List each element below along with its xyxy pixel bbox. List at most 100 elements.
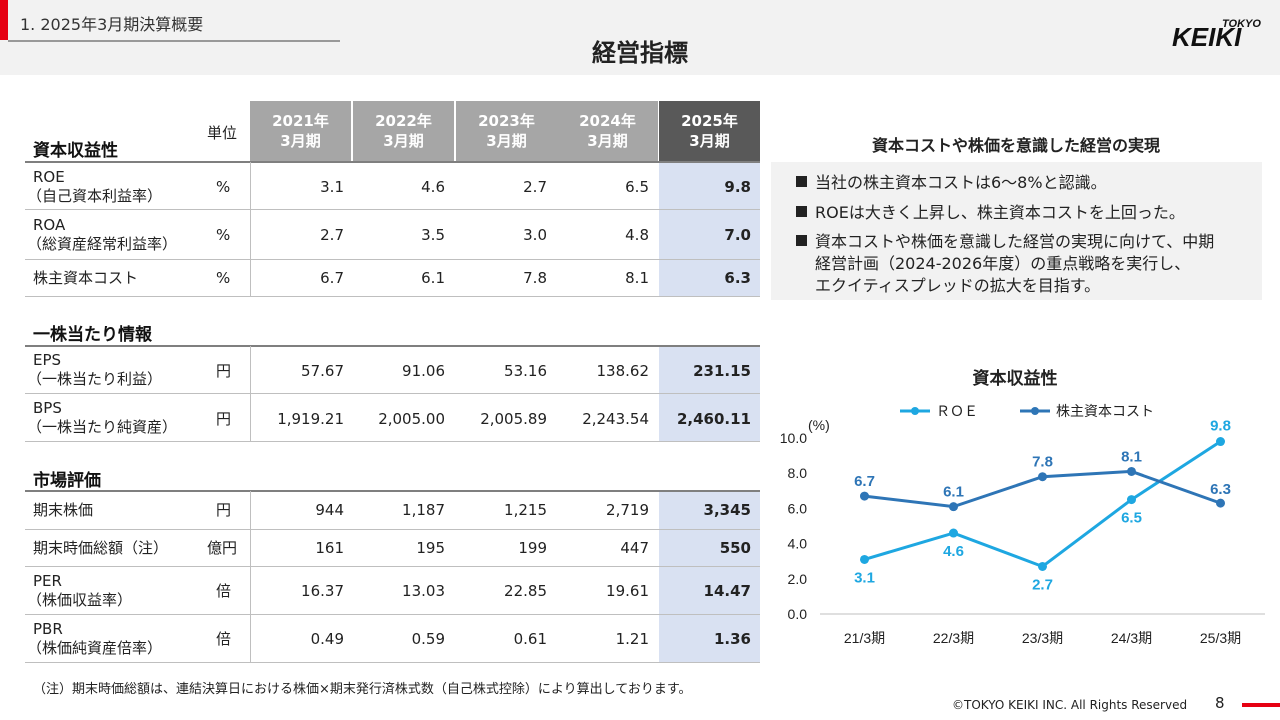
- value-2022: 91.06: [402, 362, 445, 380]
- value-2024: 4.8: [625, 226, 649, 244]
- value-2023: 3.0: [523, 226, 547, 244]
- value-2024: 1.21: [615, 630, 649, 648]
- row-sublabel: （一株当たり純資産）: [27, 418, 178, 436]
- value-2021: 161: [315, 539, 344, 557]
- data-label: 3.1: [854, 569, 875, 586]
- value-2024: 6.5: [625, 178, 649, 196]
- highlight-column-bottom: [659, 491, 760, 663]
- row-unit: %: [216, 269, 231, 287]
- value-2024: 138.62: [596, 362, 650, 380]
- x-tick-label: 25/3期: [1200, 630, 1241, 646]
- row-sublabel: （総資産経常利益率）: [27, 235, 178, 253]
- value-2025: 9.8: [724, 178, 751, 196]
- data-label: 7.8: [1032, 454, 1053, 471]
- page-number: 8: [1215, 694, 1225, 712]
- row-label: 期末時価総額（注）: [33, 539, 169, 557]
- row-sublabel: （株価純資産倍率）: [27, 639, 163, 657]
- bullet-text: ROEは大きく上昇し、株主資本コストを上回った。: [815, 203, 1185, 222]
- value-2023: 0.61: [513, 630, 547, 648]
- row-divider: [25, 161, 760, 163]
- data-label: 4.6: [943, 543, 964, 560]
- group-title-market-valuation: 市場評価: [33, 471, 101, 491]
- value-2022: 13.03: [402, 582, 445, 600]
- value-2023: 2.7: [523, 178, 547, 196]
- y-tick-label: 0.0: [788, 606, 808, 622]
- row-unit: %: [216, 178, 231, 196]
- data-point: [949, 528, 958, 538]
- section-title: 1. 2025年3月期決算概要: [20, 15, 204, 34]
- data-point: [949, 502, 958, 512]
- chart-title: 資本収益性: [972, 369, 1058, 389]
- row-divider: [25, 529, 760, 530]
- row-divider: [25, 441, 760, 442]
- value-2023: 53.16: [504, 362, 547, 380]
- value-2022: 1,187: [402, 501, 445, 519]
- value-2024: 19.61: [606, 582, 649, 600]
- column-divider: [250, 491, 251, 663]
- value-2025: 14.47: [703, 582, 751, 600]
- group-title-capital-efficiency: 資本収益性: [33, 141, 118, 161]
- value-2021: 0.49: [310, 630, 344, 648]
- x-tick-label: 23/3期: [1022, 630, 1063, 646]
- value-2022: 6.1: [421, 269, 445, 287]
- policy-bullet: 資本コストや株価を意識した経営の実現に向けて、中期: [796, 231, 1214, 252]
- row-divider: [25, 662, 760, 663]
- bullet-text: 経営計画（2024-2026年度）の重点戦略を実行し、: [815, 254, 1191, 273]
- value-2022: 2,005.00: [378, 410, 445, 428]
- period-label: 3月期: [486, 132, 527, 150]
- capital-efficiency-chart: 0.0 2.0 4.0 6.0 8.0 10.0(%) 21/3期 22/3期 23/3期 24/…: [780, 403, 1265, 646]
- row-divider: [25, 296, 760, 297]
- y-tick-label: 2.0: [788, 571, 808, 587]
- data-label: 8.1: [1121, 448, 1142, 465]
- row-divider: [25, 490, 760, 492]
- bullet-square-icon: [796, 176, 807, 187]
- value-2022: 195: [416, 539, 445, 557]
- logo-main-text: KEIKI: [1172, 22, 1242, 48]
- value-2025: 231.15: [693, 362, 751, 380]
- group-title-per-share: 一株当たり情報: [33, 325, 152, 345]
- legend-label: ＲＯＥ: [936, 403, 978, 419]
- bullet-square-icon: [796, 206, 807, 217]
- policy-bullet-continued: エクイティスプレッドの拡大を目指す。: [815, 275, 1100, 296]
- value-2021: 1,919.21: [277, 410, 344, 428]
- row-unit: 倍: [216, 630, 232, 648]
- period-label: 3月期: [689, 132, 730, 150]
- value-2023: 2,005.89: [480, 410, 547, 428]
- legend-label: 株主資本コスト: [1056, 403, 1154, 419]
- data-point: [1038, 561, 1047, 571]
- value-2022: 4.6: [421, 178, 445, 196]
- value-2025: 3,345: [703, 501, 751, 519]
- value-2025: 1.36: [713, 630, 751, 648]
- value-2023: 1,215: [504, 501, 547, 519]
- row-unit: 円: [216, 362, 232, 380]
- policy-box: [771, 162, 1262, 300]
- company-logo: TOKYO KEIKI: [1172, 18, 1261, 48]
- row-label: ROA: [33, 216, 66, 234]
- row-label: BPS: [33, 399, 62, 417]
- year-label: 2023年: [478, 112, 535, 130]
- row-unit: 倍: [216, 582, 232, 600]
- row-label: 株主資本コスト: [33, 269, 139, 287]
- header-band: [0, 0, 1280, 75]
- year-header-2022: 2022年 3月期: [353, 101, 454, 161]
- page-title: 経営指標: [592, 39, 688, 67]
- year-header-2025: 2025年 3月期: [659, 101, 760, 161]
- year-header-2024: 2024年 3月期: [557, 101, 658, 161]
- x-tick-label: 21/3期: [844, 630, 885, 646]
- period-label: 3月期: [383, 132, 424, 150]
- value-2025: 2,460.11: [676, 410, 751, 428]
- legend-marker: [911, 407, 919, 415]
- data-label: 6.5: [1121, 510, 1142, 527]
- year-label: 2025年: [681, 112, 738, 130]
- value-2022: 3.5: [421, 226, 445, 244]
- year-label: 2024年: [579, 112, 636, 130]
- value-2021: 16.37: [301, 582, 344, 600]
- value-2023: 22.85: [504, 582, 547, 600]
- row-divider: [25, 393, 760, 394]
- row-label: 期末株価: [33, 501, 94, 519]
- value-2025: 7.0: [724, 226, 751, 244]
- value-2021: 3.1: [320, 178, 344, 196]
- row-unit: 円: [216, 410, 232, 428]
- year-header-2021: 2021年 3月期: [250, 101, 351, 161]
- footer-accent-line: [1242, 703, 1280, 707]
